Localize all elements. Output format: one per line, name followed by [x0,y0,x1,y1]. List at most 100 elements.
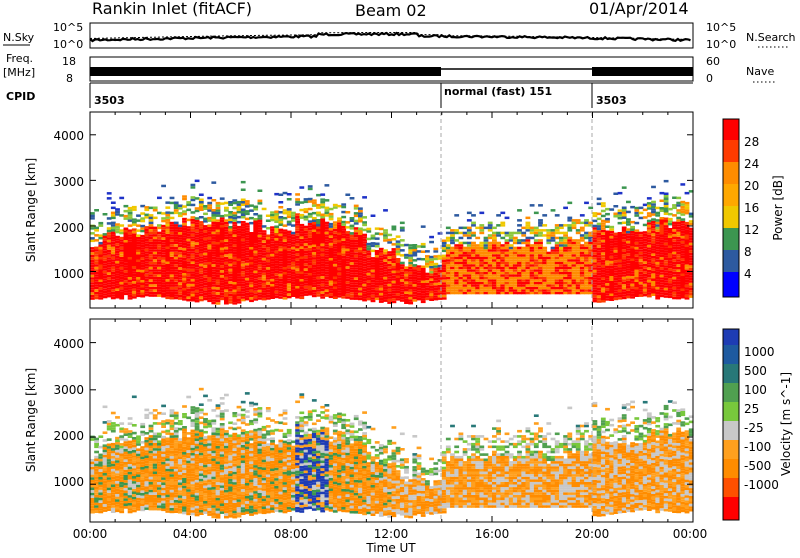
power-cell [634,265,639,268]
power-cell [492,244,497,247]
power-cell [534,287,539,290]
power-cell [559,289,564,292]
power-cell [103,278,108,281]
velocity-cell [136,490,141,493]
power-cell [299,229,304,232]
power-cell [295,243,300,246]
power-cell [278,259,283,262]
power-cell [672,239,677,242]
power-cell [161,212,166,215]
power-cell [144,231,149,234]
power-cell [203,295,208,298]
velocity-cell [107,488,112,491]
power-cell [572,252,577,255]
power-cell [295,193,300,196]
power-cell [119,259,124,262]
power-cell [299,292,304,295]
power-cell [287,236,292,239]
velocity-cell [115,502,120,505]
power-cell [639,254,644,256]
power-cell [199,259,204,262]
power-cell [98,262,103,265]
power-cell [103,293,108,296]
power-cell [216,277,221,280]
power-cell [366,270,371,273]
power-cell [90,250,95,253]
velocity-cell [124,493,129,496]
power-cell [132,244,137,247]
power-cell [191,289,196,292]
power-cb-tick-8: 8 [744,245,752,259]
velocity-cell [132,453,137,456]
velocity-cell [124,478,129,481]
power-cell [521,249,526,252]
power-cell [270,229,275,232]
power-cell [509,292,514,295]
power-cell [191,204,196,207]
power-cell [128,207,133,210]
power-cell [605,268,610,271]
power-cell [98,252,103,255]
power-cell [597,238,602,241]
power-cell [500,244,505,247]
power-cell [170,249,175,252]
power-cell [551,267,556,270]
power-cell [274,216,279,219]
power-cell [258,215,263,218]
power-cell [471,289,476,292]
power-cell [601,262,606,265]
power-cell [153,287,158,290]
power-cell [345,211,350,214]
power-cell [186,264,191,267]
power-cell [521,264,526,267]
power-cell [488,274,493,277]
power-cell [186,241,191,244]
power-cell [618,235,623,238]
power-cell [295,198,300,201]
velocity-cell [136,495,141,498]
velocity-cell [115,450,120,453]
power-cell [358,298,363,301]
power-cell [626,238,631,241]
velocity-cell [107,423,112,426]
velocity-cell [132,476,137,479]
power-cell [396,296,401,299]
power-cell [450,252,455,255]
power-cell [115,281,120,284]
power-cell [475,279,480,282]
power-cell [517,259,522,262]
power-cell [220,253,225,256]
power-cell [245,265,250,268]
power-cell [237,231,242,234]
power-cell [274,293,279,296]
velocity-cell [124,441,129,444]
power-cell [220,255,225,258]
power-cell [392,228,397,231]
power-cell [195,242,200,245]
power-cell [161,185,166,188]
power-cell [266,292,271,295]
power-cell [354,282,359,285]
power-cell [429,296,434,299]
power-cell [479,259,484,262]
power-cell [459,252,464,255]
velocity-cell [132,486,137,489]
power-cell [559,239,564,242]
power-cell [450,269,455,272]
power-cell [308,248,313,251]
power-cell [304,201,309,204]
power-cell [295,281,300,284]
power-cell [161,220,166,223]
power-cell [421,251,426,254]
power-cell [232,297,237,300]
power-cell [668,296,673,299]
power-cell [530,274,535,277]
power-cell [211,284,216,287]
power-cell [639,239,644,242]
power-cell [90,247,95,250]
power-cell [350,225,355,228]
power-cell [345,221,350,224]
power-cell [630,226,635,229]
power-cell [316,206,321,209]
velocity-cell [128,454,133,457]
